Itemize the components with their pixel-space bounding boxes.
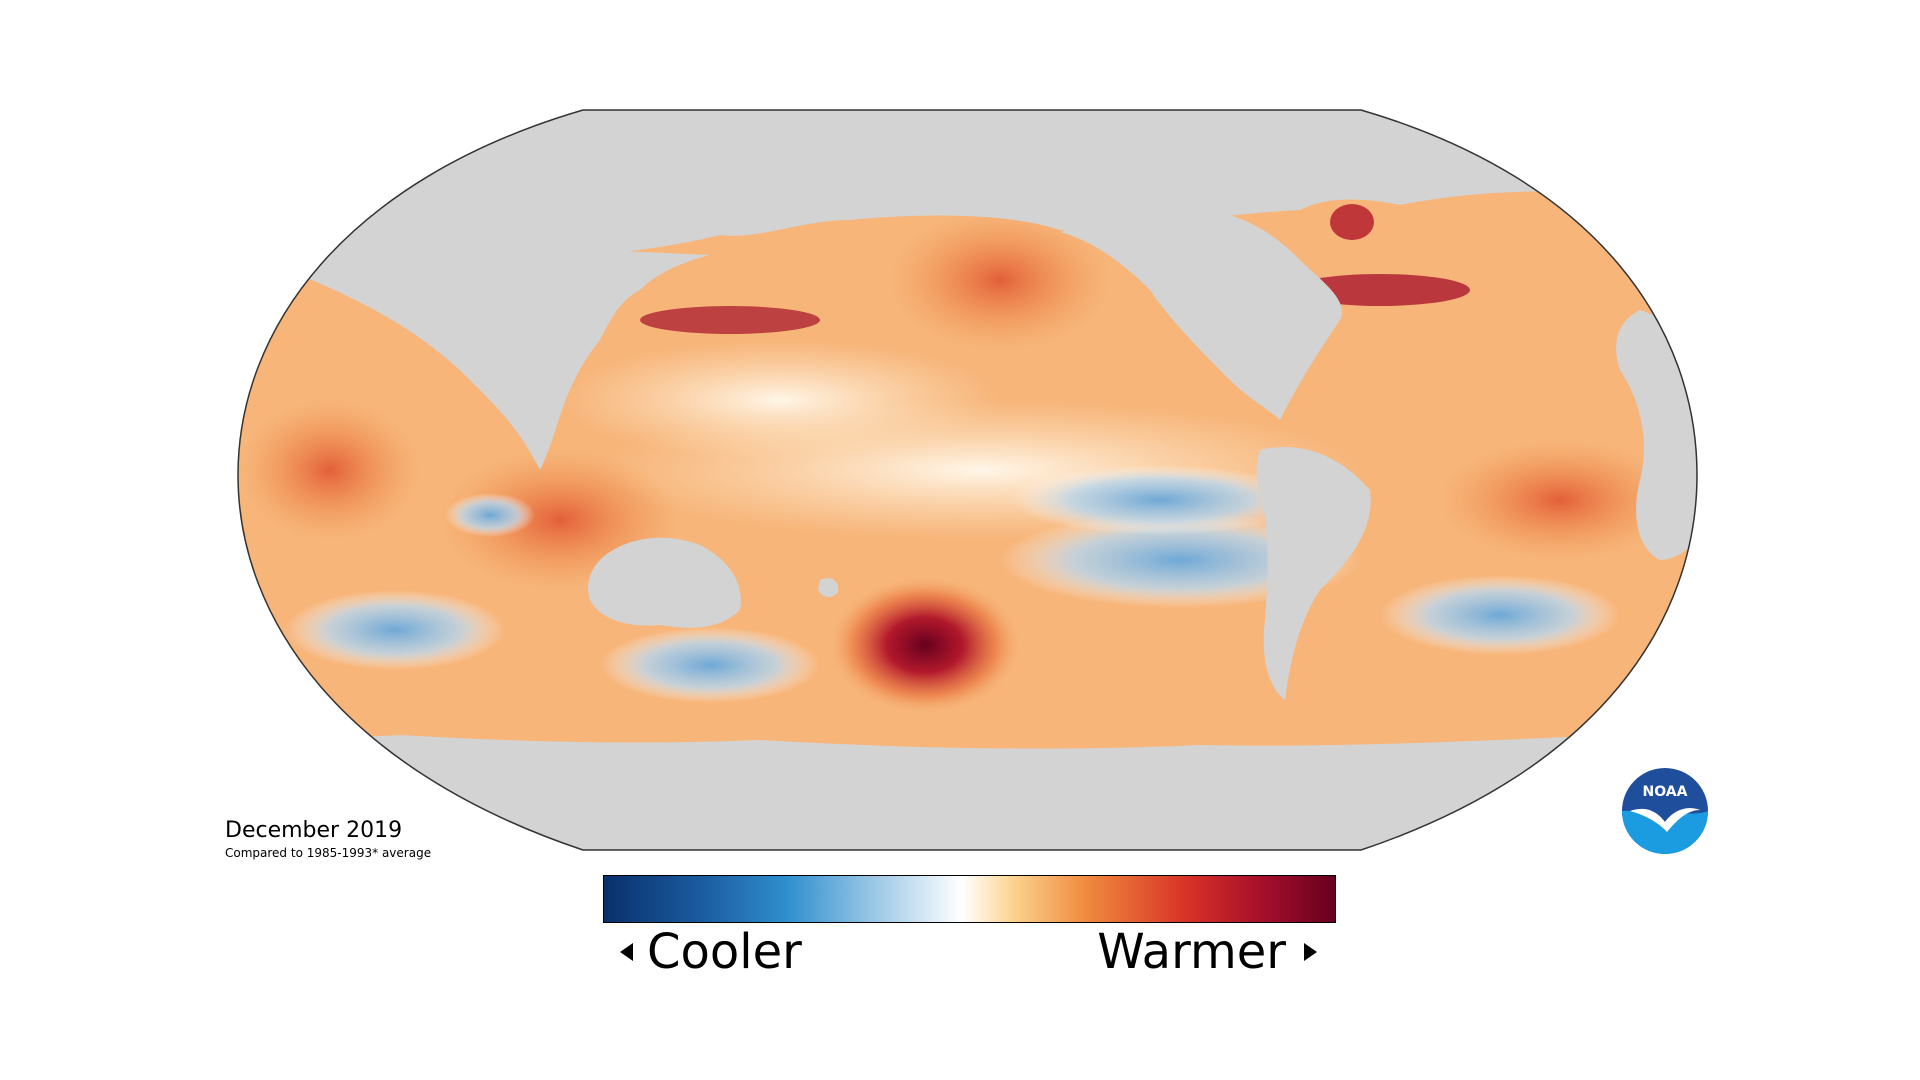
- map-date-label: December 2019: [225, 818, 403, 843]
- color-scale-bar: [603, 875, 1336, 923]
- south-america: [1256, 446, 1371, 700]
- west-indian-warm: [240, 400, 420, 540]
- legend-warmer: Warmer: [1097, 924, 1317, 980]
- map-globe: [238, 110, 1697, 850]
- southern-indian-cool: [600, 627, 820, 703]
- map-outline: [237, 109, 1698, 851]
- new-zealand: [818, 578, 839, 598]
- north-america: [1060, 215, 1342, 420]
- southwest-pacific-hot-spot: [830, 577, 1020, 713]
- antarctica: [238, 730, 1697, 850]
- arrow-right-icon: [1304, 943, 1317, 961]
- noaa-logo-text: NOAA: [1643, 784, 1688, 800]
- arctic-land: [238, 110, 1697, 300]
- legend-warmer-text: Warmer: [1097, 924, 1286, 980]
- east-atlantic-warm: [1440, 440, 1680, 560]
- legend-cooler-text: Cooler: [647, 924, 802, 980]
- central-indian-cool: [445, 493, 535, 537]
- legend-cooler: Cooler: [620, 924, 802, 980]
- east-pacific-cool: [1010, 465, 1310, 535]
- kuroshio-streak: [640, 306, 820, 334]
- pacific-pale-band-2: [560, 340, 1000, 460]
- land-masses: [238, 110, 1697, 850]
- australia: [588, 537, 741, 628]
- noaa-logo-icon: NOAA: [1622, 768, 1708, 854]
- arrow-left-icon: [620, 943, 633, 961]
- north-pacific-warm: [890, 210, 1110, 350]
- baseline-note: Compared to 1985-1993* average: [225, 846, 432, 860]
- southwest-indian-cool: [285, 590, 505, 670]
- labrador-warm-patch: [1330, 204, 1374, 240]
- eurasia: [238, 250, 710, 470]
- south-atlantic-cool: [1380, 575, 1620, 655]
